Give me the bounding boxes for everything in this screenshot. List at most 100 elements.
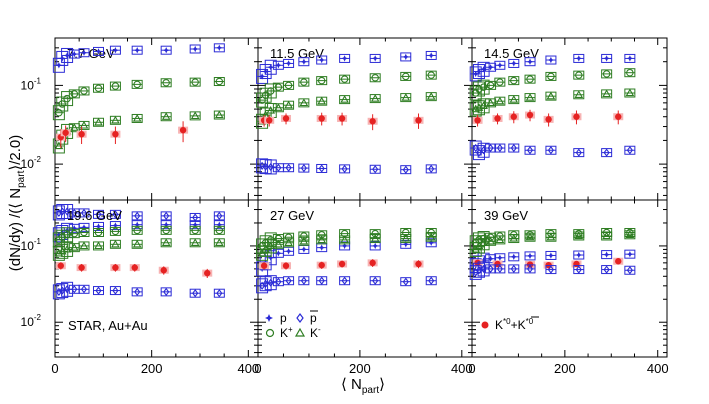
data-point-p <box>163 221 170 228</box>
data-point-p <box>267 254 274 261</box>
data-point-kplus <box>80 228 88 237</box>
syst-box <box>472 100 485 116</box>
data-point-kplus <box>258 96 266 104</box>
data-point-kplus <box>133 80 141 89</box>
data-point-pbar <box>547 265 554 274</box>
data-point-kplus <box>70 229 79 238</box>
data-point-kplus <box>479 83 488 91</box>
data-point-kplus <box>575 229 583 238</box>
data-point-kstar <box>545 116 552 123</box>
data-point-kminus <box>509 233 519 242</box>
series-pbar <box>469 261 636 280</box>
data-point-kminus <box>546 232 556 241</box>
data-point-p <box>480 257 487 264</box>
y-axis-title: (dN/dy) /(⟨ Npart⟩/2.0) <box>7 135 27 271</box>
y-axis-title-sub: part <box>16 170 27 187</box>
data-point-kplus <box>80 87 88 95</box>
data-point-kstar <box>526 111 534 119</box>
data-point-p <box>428 239 435 246</box>
data-point-kplus <box>317 231 326 239</box>
data-point-pbar <box>402 165 409 174</box>
data-point-pbar <box>134 287 141 297</box>
data-point-kminus <box>214 110 224 119</box>
data-point-pbar <box>372 276 379 285</box>
data-point-pbar <box>603 148 610 157</box>
data-point-kstar <box>179 126 187 134</box>
panel-1: 11.5 GeV <box>256 37 473 201</box>
data-point-p <box>496 254 504 261</box>
y-tick-label: 10-2 <box>21 313 42 329</box>
data-point-kminus <box>317 96 327 105</box>
data-point-p <box>275 62 282 69</box>
data-point-p <box>318 244 325 251</box>
data-point-pbar <box>71 285 78 294</box>
data-point-kminus <box>284 100 293 109</box>
panel-5: 39 GeV 0 200 400 <box>468 199 669 376</box>
series-pbar <box>256 158 437 175</box>
data-point-kplus <box>133 226 141 235</box>
legend-kplus-label: K+ <box>280 325 293 340</box>
series-kstar <box>55 262 213 278</box>
data-point-pbar <box>510 264 517 274</box>
legend-kstar-label: K*0+K*0 <box>495 317 534 332</box>
y-tick-label: 10-1 <box>21 76 42 92</box>
data-point-p <box>95 223 102 230</box>
data-point-kstar <box>78 130 85 138</box>
data-point-kminus <box>266 241 276 250</box>
x-tick-label: 0 <box>254 361 261 376</box>
data-point-kplus <box>427 71 435 79</box>
data-point-p <box>163 47 170 54</box>
data-point-kminus <box>284 238 293 246</box>
data-point-kplus <box>547 72 555 81</box>
data-point-p <box>402 241 409 248</box>
data-point-p <box>341 55 348 62</box>
data-point-kminus <box>79 120 89 129</box>
panel-label: 14.5 GeV <box>484 46 539 61</box>
syst-box <box>477 79 490 95</box>
collaboration-label: STAR, Au+Au <box>68 318 148 333</box>
data-point-kminus <box>79 241 89 250</box>
data-point-p <box>285 60 292 67</box>
data-point-kplus <box>371 74 379 82</box>
x-tick-label: 400 <box>237 361 259 376</box>
data-point-pbar <box>487 264 494 274</box>
data-point-p <box>112 47 119 54</box>
data-point-p <box>134 221 141 228</box>
data-point-pbar <box>575 148 582 157</box>
data-point-kstar <box>474 117 481 124</box>
data-point-p <box>526 58 534 65</box>
data-point-pbar <box>285 163 292 172</box>
data-point-pbar <box>475 148 483 157</box>
data-point-kstar <box>282 262 290 269</box>
panel-frame <box>471 199 668 358</box>
data-point-kminus <box>274 103 283 111</box>
data-point-p <box>510 60 517 67</box>
syst-box <box>469 140 482 156</box>
series-p <box>52 43 225 73</box>
data-point-kstar <box>369 259 376 267</box>
data-point-kplus <box>510 76 518 85</box>
syst-box <box>256 278 269 294</box>
y-axis-title-main: (dN/dy) /(⟨ N <box>7 188 24 271</box>
data-point-p <box>480 66 487 73</box>
data-point-kminus <box>509 95 519 103</box>
data-point-pbar <box>64 285 71 294</box>
data-point-p <box>318 56 325 64</box>
data-point-kplus <box>486 81 495 90</box>
data-point-pbar <box>80 285 88 294</box>
data-point-p <box>487 255 494 262</box>
legend-p-label: p <box>280 311 287 325</box>
syst-box <box>477 142 490 158</box>
legend-kminus-marker <box>294 327 306 337</box>
data-point-pbar <box>526 146 534 155</box>
data-point-kminus <box>370 233 380 242</box>
data-point-kplus <box>427 228 435 237</box>
data-point-p <box>626 251 634 258</box>
data-point-pbar <box>64 207 71 216</box>
syst-box <box>52 205 65 221</box>
data-point-kminus <box>94 117 103 126</box>
syst-box <box>477 61 490 77</box>
data-point-p <box>341 242 348 250</box>
data-point-pbar <box>300 163 307 173</box>
